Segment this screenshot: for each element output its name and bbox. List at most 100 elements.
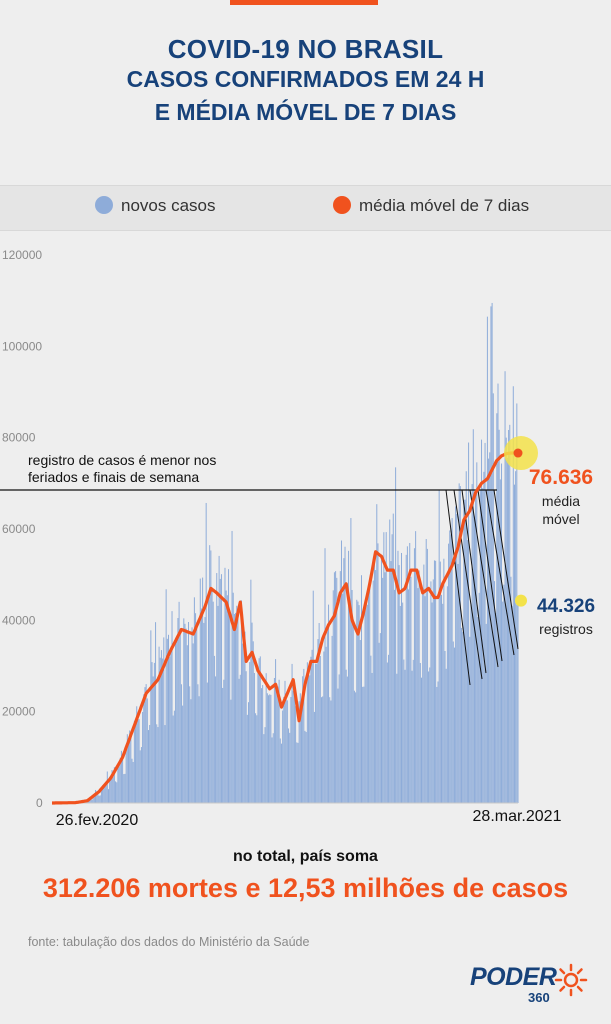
- daily-cases-bar: [469, 636, 471, 803]
- daily-cases-bar: [158, 646, 160, 803]
- daily-cases-bar: [376, 504, 378, 803]
- daily-cases-bar: [202, 577, 204, 803]
- logo-word: PODER: [470, 963, 557, 991]
- daily-cases-bar: [195, 613, 197, 803]
- daily-cases-bar: [136, 706, 138, 803]
- x-end-label: 28.mar.2021: [473, 808, 562, 825]
- daily-cases-bar: [242, 643, 244, 803]
- daily-cases-bar: [119, 757, 121, 803]
- daily-cases-bar: [237, 615, 239, 803]
- daily-cases-bar: [217, 605, 219, 803]
- daily-cases-bar: [91, 799, 93, 803]
- daily-cases-bar: [211, 589, 213, 803]
- daily-cases-bar: [192, 643, 194, 803]
- daily-cases-bar: [435, 560, 437, 803]
- daily-cases-bar: [496, 413, 498, 803]
- daily-cases-bar: [442, 603, 444, 803]
- daily-cases-bar: [366, 604, 368, 803]
- daily-cases-bar: [164, 725, 166, 803]
- daily-cases-bar: [340, 540, 342, 803]
- daily-cases-bar: [168, 634, 169, 803]
- daily-cases-bar: [495, 612, 497, 803]
- daily-cases-bar: [348, 550, 350, 803]
- daily-cases-bar: [179, 628, 181, 803]
- daily-cases-bar: [351, 589, 353, 803]
- y-tick-label: 100000: [2, 339, 42, 353]
- top-accent-bar: [230, 0, 378, 5]
- daily-cases-bar: [239, 674, 241, 803]
- daily-cases-bar: [229, 616, 231, 803]
- daily-cases-bar: [198, 696, 200, 803]
- sun-logo-icon: [554, 963, 588, 997]
- daily-cases-bar: [365, 603, 367, 803]
- daily-cases-bar: [433, 560, 435, 803]
- daily-cases-bar: [484, 442, 486, 803]
- daily-cases-bar: [349, 603, 351, 803]
- daily-cases-bar: [313, 711, 315, 803]
- daily-cases-bar: [93, 795, 95, 803]
- daily-cases-bar: [355, 692, 357, 803]
- daily-cases-bar: [104, 786, 106, 803]
- daily-cases-bar: [398, 565, 400, 803]
- daily-cases-bar: [123, 774, 125, 803]
- daily-cases-bar: [517, 600, 519, 803]
- daily-cases-bar: [319, 655, 321, 803]
- daily-cases-bar: [375, 570, 377, 803]
- daily-cases-bar: [406, 546, 408, 803]
- daily-cases-bar: [332, 590, 334, 803]
- daily-cases-bar: [325, 646, 327, 803]
- y-tick-label: 40000: [2, 613, 36, 627]
- daily-cases-bar: [245, 671, 247, 803]
- daily-cases-bar: [378, 642, 380, 803]
- daily-cases-bar: [166, 638, 168, 803]
- daily-cases-bar: [171, 611, 173, 803]
- daily-cases-bar: [505, 437, 507, 803]
- daily-cases-bar: [280, 743, 282, 803]
- summary-label: no total, país soma: [233, 848, 378, 865]
- daily-cases-bar: [328, 604, 330, 803]
- daily-cases-bar: [102, 785, 104, 803]
- daily-cases-bar: [297, 742, 299, 803]
- daily-cases-bar: [312, 590, 314, 803]
- daily-cases-bar: [231, 530, 233, 803]
- daily-cases-bar: [116, 782, 118, 803]
- source-note: fonte: tabulação dos dados do Ministério…: [28, 935, 310, 949]
- daily-cases-bar: [476, 462, 478, 803]
- daily-cases-bar: [127, 743, 129, 803]
- daily-cases-bar: [133, 720, 135, 803]
- daily-cases-bar: [96, 791, 98, 803]
- daily-cases-bar: [251, 622, 253, 803]
- daily-cases-bar: [418, 570, 420, 803]
- daily-cases-bar: [156, 724, 158, 803]
- daily-cases-bar: [362, 686, 364, 803]
- daily-cases-bar: [236, 605, 238, 803]
- daily-cases-bar: [126, 734, 128, 803]
- daily-cases-bar: [475, 492, 477, 803]
- daily-cases-bar: [289, 732, 291, 803]
- daily-cases-bar: [131, 758, 133, 803]
- daily-cases-bar: [499, 479, 501, 803]
- daily-cases-bar: [504, 371, 506, 803]
- daily-cases-bar: [216, 573, 218, 803]
- daily-cases-bar: [424, 596, 426, 803]
- daily-cases-bar: [97, 790, 99, 803]
- holiday-note-line1: registro de casos é menor nos: [28, 452, 216, 468]
- daily-cases-bar: [425, 539, 427, 803]
- daily-cases-bar: [322, 696, 324, 803]
- daily-cases-bar: [283, 696, 285, 803]
- daily-cases-bar: [302, 676, 304, 803]
- daily-cases-bar: [309, 675, 311, 803]
- daily-cases-bar: [371, 672, 373, 803]
- daily-cases-bar: [449, 530, 451, 803]
- daily-cases-bar: [300, 705, 302, 803]
- daily-cases-bar: [199, 578, 201, 803]
- daily-cases-bar: [189, 686, 191, 803]
- daily-cases-bar: [510, 576, 512, 803]
- daily-cases-bar: [253, 672, 255, 803]
- daily-cases-bar: [363, 686, 365, 803]
- moving-average-label-2: móvel: [542, 511, 579, 527]
- daily-cases-bar: [497, 383, 499, 803]
- daily-cases-bar: [304, 730, 306, 803]
- daily-cases-bar: [444, 650, 446, 803]
- daily-cases-bar: [346, 676, 348, 803]
